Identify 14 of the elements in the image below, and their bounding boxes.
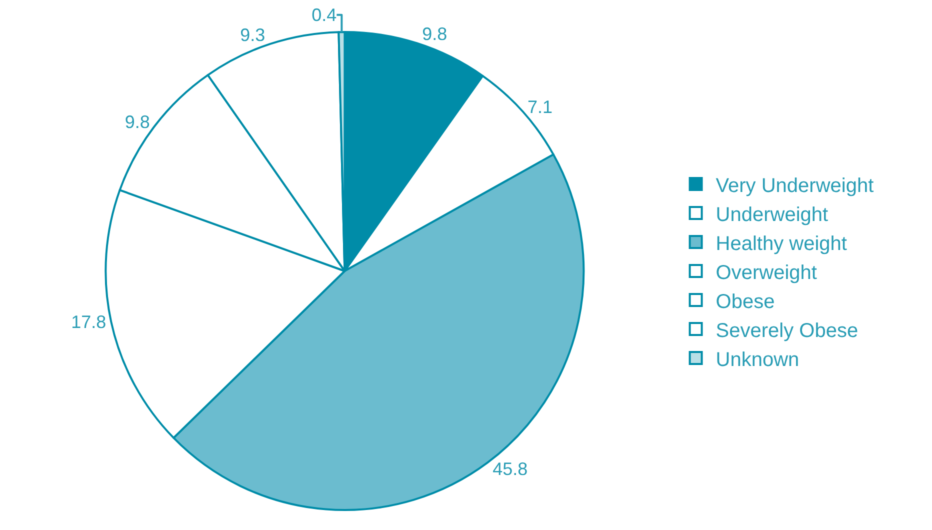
data-label: 9.3 xyxy=(240,24,266,45)
legend-label: Underweight xyxy=(716,204,829,226)
data-label: 0.4 xyxy=(312,4,337,25)
legend-label: Severely Obese xyxy=(716,320,858,342)
data-label: 17.8 xyxy=(71,312,106,332)
data-label: 45.8 xyxy=(492,459,528,479)
legend-label: Unknown xyxy=(716,348,800,371)
legend-label: Healthy weight xyxy=(716,232,848,255)
legend-label: Obese xyxy=(716,290,775,313)
legend-label: Overweight xyxy=(716,262,818,284)
legend-label: Very Underweight xyxy=(716,174,874,197)
data-label: 9.8 xyxy=(124,112,150,132)
data-label: 9.8 xyxy=(422,24,448,44)
data-label: 7.1 xyxy=(527,96,552,117)
